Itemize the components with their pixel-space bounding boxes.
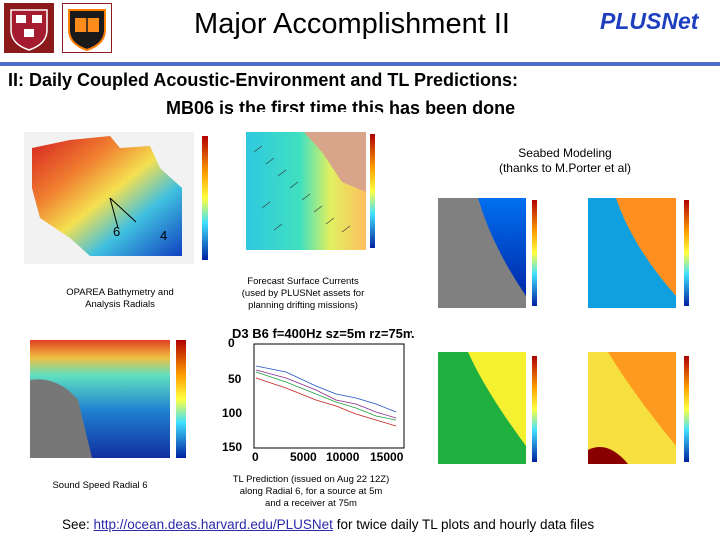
caption-line: and a receiver at 75m xyxy=(265,498,357,509)
y-tick: 0 xyxy=(228,336,235,350)
seabed-profiles-bottom xyxy=(412,342,714,492)
title-box: Major Accomplishment II xyxy=(112,0,592,62)
slide-title: Major Accomplishment II xyxy=(194,8,510,40)
section-heading: II: Daily Coupled Acoustic-Environment a… xyxy=(8,70,519,90)
x-tick: 5000 xyxy=(290,450,317,464)
y-tick: 50 xyxy=(228,372,242,386)
caption-line: OPAREA Bathymetry and xyxy=(66,287,174,298)
x-tick: 0 xyxy=(252,450,259,464)
caption-line: (used by PLUSNet assets for xyxy=(241,288,365,299)
sound-speed-caption: Sound Speed Radial 6 xyxy=(52,480,148,491)
radial-label-4: 4 xyxy=(160,228,168,243)
tl-caption: TL Prediction (issued on Aug 22 12Z) alo… xyxy=(216,474,406,510)
caption-line: Forecast Surface Currents xyxy=(247,276,359,287)
slide-header: Major Accomplishment II PLUSNet xyxy=(0,0,720,62)
radial-label-6: 6 xyxy=(113,224,121,239)
harvard-shield-icon xyxy=(4,3,54,53)
caption-line: Seabed Modeling xyxy=(518,146,612,160)
plusnet-logo: PLUSNet xyxy=(600,8,699,34)
header-divider xyxy=(0,62,720,66)
footer-note: See: http://ocean.deas.harvard.edu/PLUSN… xyxy=(62,517,594,532)
caption-line: along Radial 6, for a source at 5m xyxy=(239,486,383,497)
seabed-caption: Seabed Modeling (thanks to M.Porter et a… xyxy=(470,146,660,176)
tl-prediction-plot: 0 50 100 150 0 5000 10000 15000 xyxy=(222,336,410,466)
bathymetry-map: 6 4 xyxy=(10,128,220,276)
footer-suffix: for twice daily TL plots and hourly data… xyxy=(332,517,595,532)
caption-line: planning drifting missions) xyxy=(248,300,358,311)
y-tick: 150 xyxy=(222,440,243,454)
footer-prefix: See: xyxy=(62,517,94,532)
x-tick: 10000 xyxy=(326,450,360,464)
tl-plot-title: D3 B6 f=400Hz sz=5m rz=75m xyxy=(232,326,415,341)
caption-line: Analysis Radials xyxy=(85,299,155,310)
plusnet-link[interactable]: http://ocean.deas.harvard.edu/PLUSNet xyxy=(93,517,333,532)
y-tick: 100 xyxy=(222,406,243,420)
caption-line: (thanks to M.Porter et al) xyxy=(498,161,632,175)
currents-caption: Forecast Surface Currents (used by PLUSN… xyxy=(228,276,378,312)
bathymetry-caption: OPAREA Bathymetry and Analysis Radials xyxy=(40,287,200,311)
sound-speed-section xyxy=(8,320,200,470)
surface-currents-map xyxy=(232,112,382,268)
caption-line: TL Prediction (issued on Aug 22 12Z) xyxy=(232,474,390,485)
seabed-profiles-top xyxy=(412,186,714,336)
princeton-shield-icon xyxy=(62,3,112,53)
x-tick: 15000 xyxy=(370,450,404,464)
